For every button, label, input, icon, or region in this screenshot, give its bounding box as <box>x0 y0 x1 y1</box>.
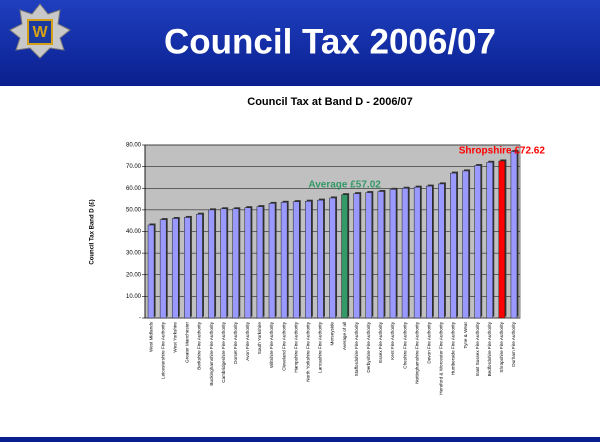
y-tick-label: 20.00 <box>126 272 142 278</box>
x-tick-label: Nottinghamshire Fire Authority <box>414 321 419 383</box>
y-tick-label: 40.00 <box>126 229 142 235</box>
bar <box>413 186 421 319</box>
x-tick-label: West Midlands <box>148 321 153 352</box>
x-tick-label: Average of all <box>342 322 347 350</box>
annotation: Shropshire £72.62 <box>459 146 546 157</box>
bar <box>196 213 203 319</box>
bar <box>389 189 397 319</box>
x-tick-label: Cleveland Fire Authority <box>281 321 286 370</box>
bar <box>317 199 324 319</box>
x-tick-label: Dorset Fire Authority <box>233 321 238 364</box>
bar <box>329 197 336 319</box>
bar <box>450 172 457 319</box>
x-tick-label: East Sussex Fire Authority <box>475 321 480 376</box>
y-tick-label: 70.00 <box>126 164 142 170</box>
x-tick-label: Derbyshire Fire Authority <box>366 321 371 372</box>
bar <box>305 200 312 319</box>
bar <box>220 208 227 319</box>
x-tick-label: Kent Fire Authority <box>390 321 395 359</box>
x-tick-label: Tyne & Wear <box>463 322 468 349</box>
x-tick-label: Hereford & Worcester Fire Authority <box>439 321 444 394</box>
bar <box>159 219 167 319</box>
slide-title: Council Tax 2006/07 <box>164 22 496 61</box>
x-tick-label: Lancashire Fire Authority <box>318 321 323 373</box>
bar <box>232 208 240 319</box>
x-tick-label: Merseyside <box>330 322 335 346</box>
bar <box>401 188 409 319</box>
x-tick-label: Wiltshire Fire Authority <box>269 321 274 368</box>
y-tick-label: - <box>139 316 141 322</box>
bar <box>208 209 215 319</box>
bar <box>498 160 506 319</box>
x-tick-label: Greater Manchester <box>185 322 190 363</box>
x-tick-label: South Yorkshire <box>257 322 262 355</box>
y-axis-label: Council Tax Band D (£) <box>90 199 96 264</box>
bar <box>280 202 288 319</box>
x-tick-label: Durham Fire Authority <box>511 321 516 366</box>
annotation: Average £57.02 <box>308 179 381 190</box>
bar <box>292 201 300 319</box>
x-tick-label: Essex Fire Authority <box>378 321 383 363</box>
bar <box>353 193 360 319</box>
bar <box>426 185 433 319</box>
x-tick-label: Shropshire Fire Authority <box>499 321 504 372</box>
bar <box>365 192 373 319</box>
y-tick-label: 10.00 <box>126 294 142 300</box>
x-tick-label: Cheshire Fire Authority <box>402 321 407 368</box>
footer-band <box>0 437 600 442</box>
x-tick-label: Leicestershire Fire Authority <box>160 321 165 379</box>
logo: W <box>9 3 71 59</box>
bar <box>256 206 264 319</box>
x-tick-label: Berkshire Fire Authority <box>197 321 202 369</box>
bar <box>268 203 276 319</box>
y-tick-label: 80.00 <box>126 143 142 149</box>
y-tick-label: 50.00 <box>126 207 142 213</box>
bar <box>486 162 494 319</box>
x-tick-label: North Yorkshire Fire Authority <box>306 321 311 381</box>
x-tick-label: Bedfordshire Fire Authority <box>487 321 492 376</box>
bar <box>510 151 518 319</box>
bar <box>171 218 179 319</box>
x-tick-label: Humberside Fire Authority <box>451 321 456 375</box>
x-tick-label: Staffordshire Fire Authority <box>354 321 359 376</box>
bar <box>341 194 348 319</box>
bar <box>244 207 252 319</box>
bar <box>474 165 481 319</box>
x-tick-label: Avon Fire Authority <box>245 321 250 360</box>
y-tick-label: 30.00 <box>126 251 142 257</box>
bar <box>438 183 445 319</box>
x-tick-label: Hampshire Fire Authority <box>293 321 298 372</box>
header-band <box>0 0 600 86</box>
bar <box>147 224 155 319</box>
bar <box>462 170 469 319</box>
x-tick-label: Buckinghamshire Fire Authority <box>209 321 214 385</box>
svg-text:W: W <box>32 24 48 41</box>
y-tick-label: 60.00 <box>126 186 142 192</box>
bar <box>184 217 191 319</box>
bar <box>377 191 385 319</box>
x-tick-label: Cambridgeshire Fire Authority <box>221 321 226 382</box>
x-tick-label: Devon Fire Authority <box>426 321 431 363</box>
chart-title: Council Tax at Band D - 2006/07 <box>247 96 412 108</box>
x-tick-label: West Yorkshire <box>172 322 177 353</box>
